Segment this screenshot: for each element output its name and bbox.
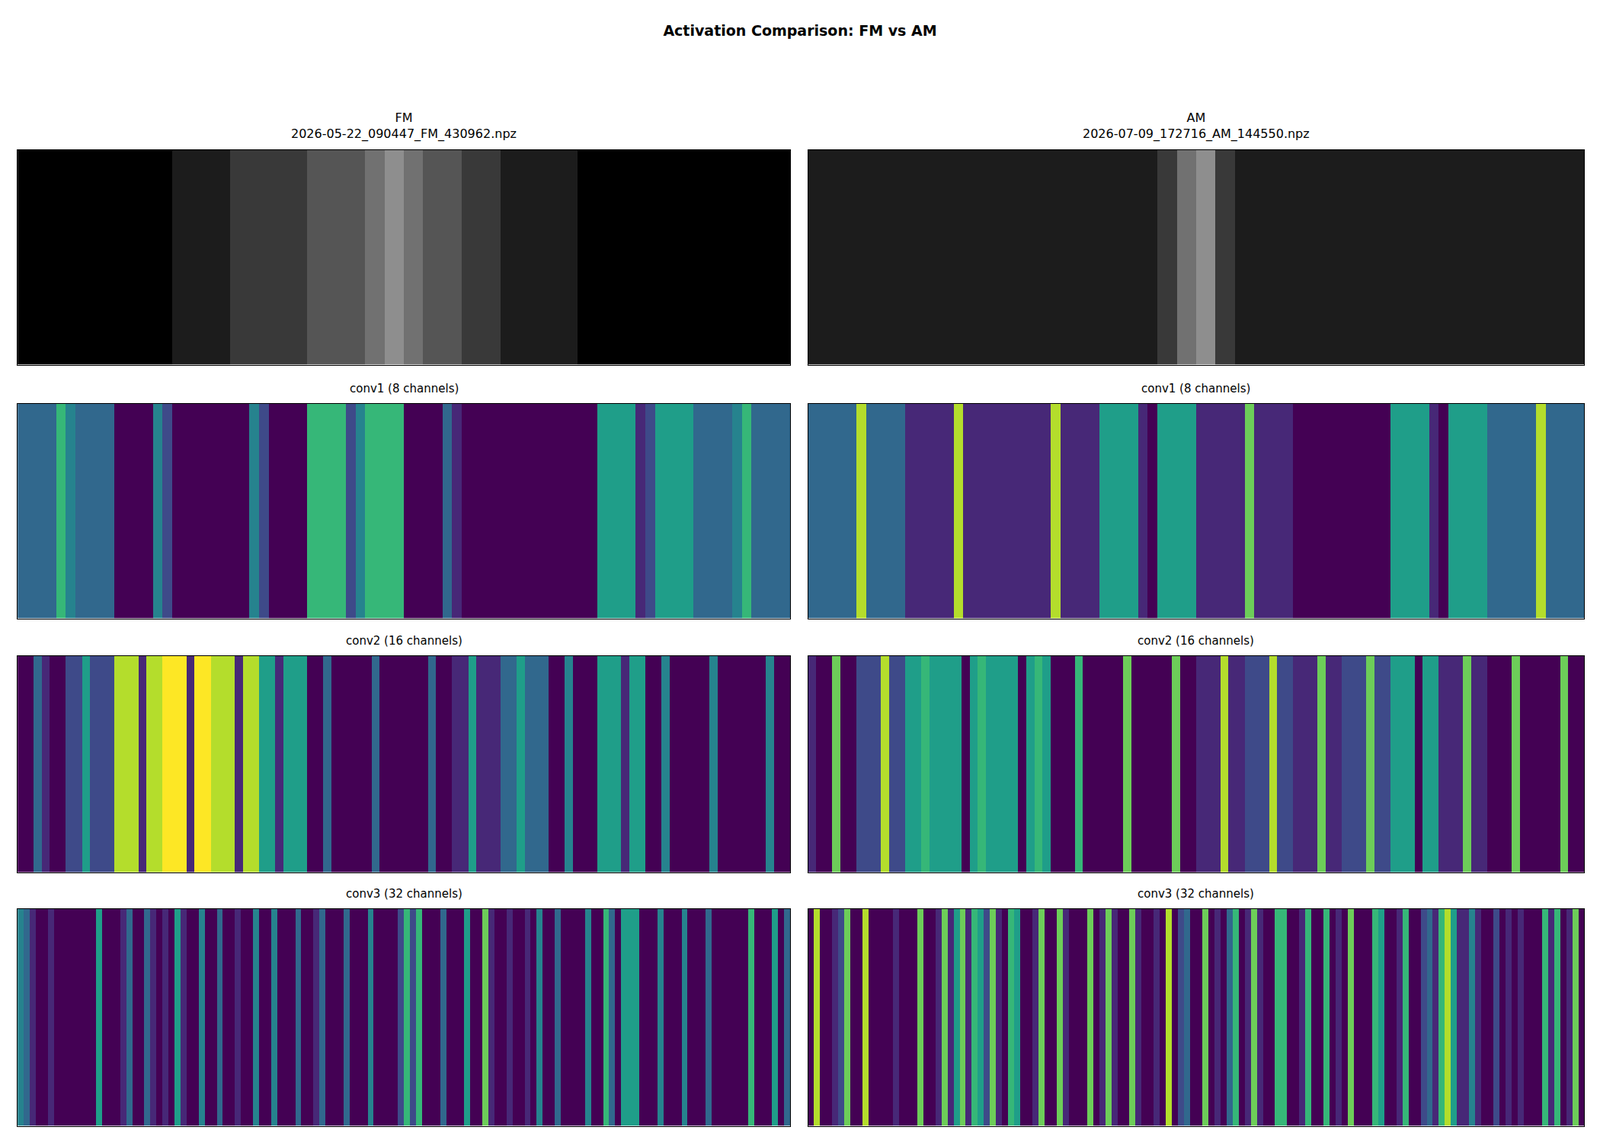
- svg-text:conv2 (16 channels): conv2 (16 channels): [1137, 633, 1255, 648]
- svg-text:conv1 (8 channels): conv1 (8 channels): [349, 381, 459, 396]
- svg-text:conv2 (16 channels): conv2 (16 channels): [345, 633, 463, 648]
- svg-text:AM2026-07-09_172716_AM_144550.: AM2026-07-09_172716_AM_144550.npz: [1082, 110, 1310, 142]
- svg-text:Activation Comparison: FM vs A: Activation Comparison: FM vs AM: [662, 22, 937, 39]
- svg-text:conv1 (8 channels): conv1 (8 channels): [1141, 381, 1251, 396]
- svg-text:conv3 (32 channels): conv3 (32 channels): [345, 886, 463, 901]
- svg-text:conv3 (32 channels): conv3 (32 channels): [1137, 886, 1255, 901]
- svg-text:FM2026-05-22_090447_FM_430962.: FM2026-05-22_090447_FM_430962.npz: [291, 110, 517, 142]
